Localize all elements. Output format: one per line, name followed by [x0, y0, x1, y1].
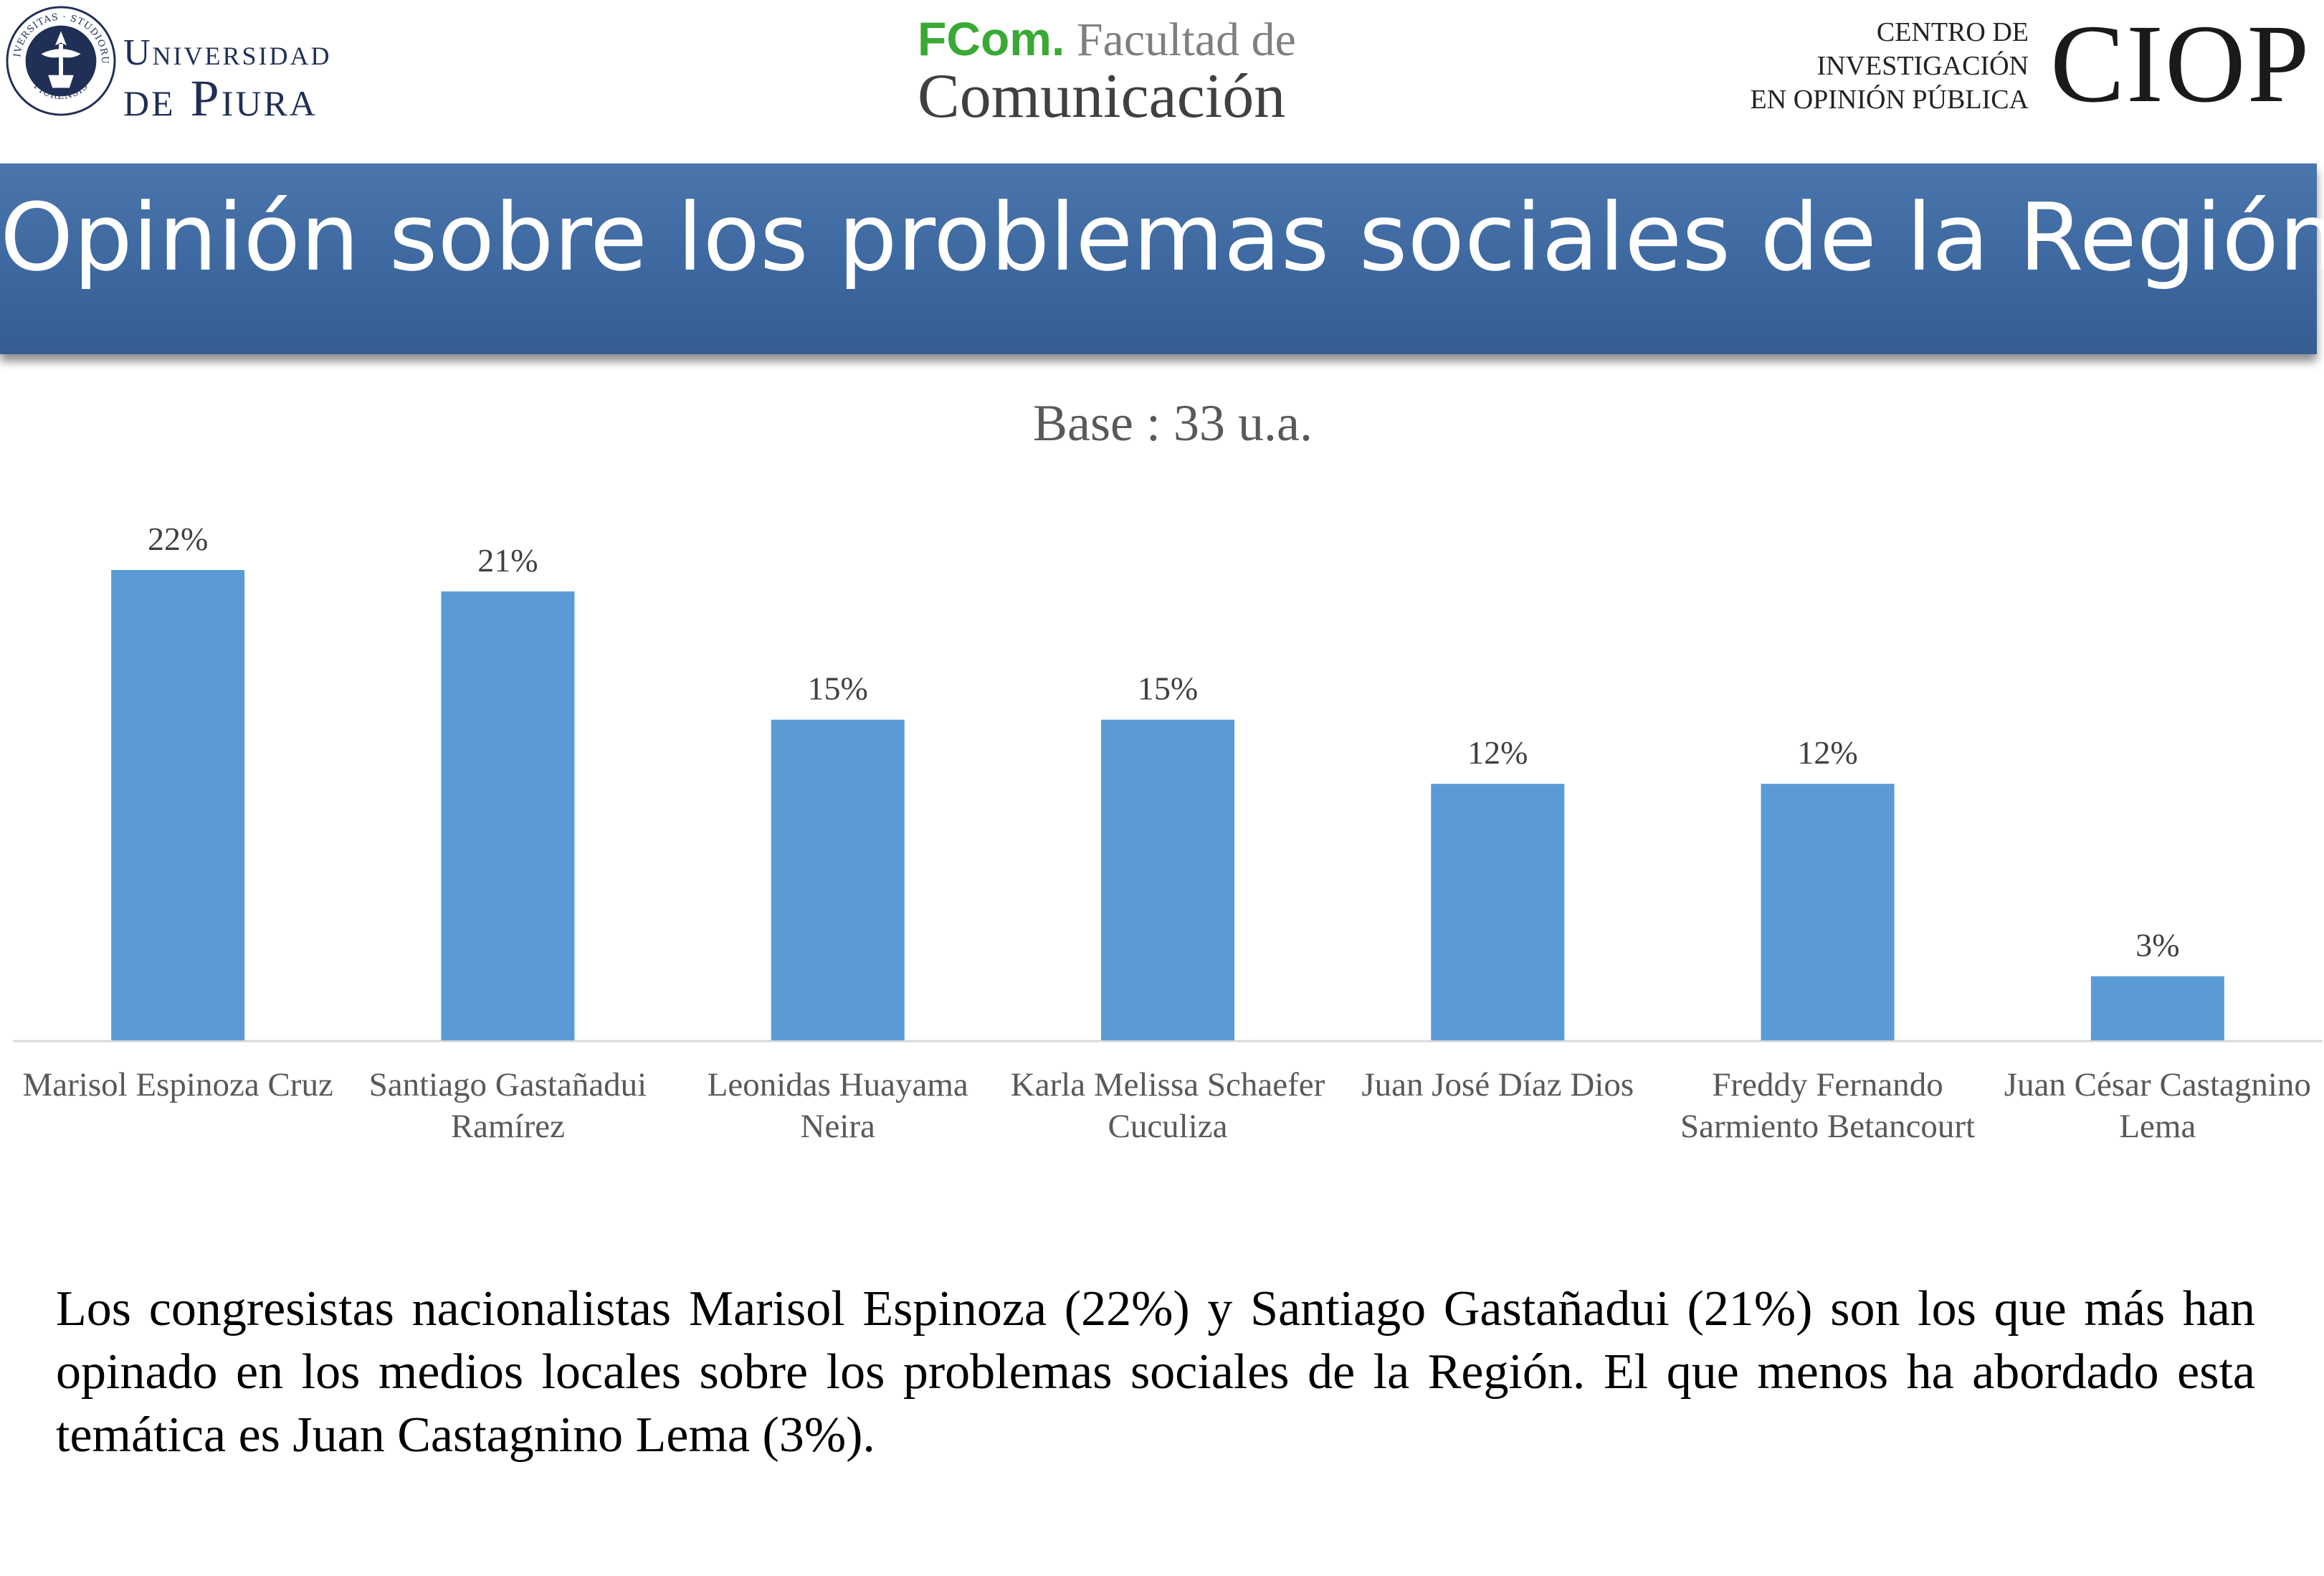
bar-7 [2090, 976, 2224, 1040]
tick-label-5-1: Juan José Díaz Dios [1361, 1066, 1634, 1103]
fcom-logo: FCom. Facultad de Comunicación [918, 13, 1296, 128]
bar-2 [441, 591, 575, 1040]
ciop-line3: EN OPINIÓN PÚBLICA [1750, 85, 2029, 115]
tick-label-1-1: Marisol Espinoza Cruz [22, 1066, 333, 1103]
university-seal-logo: UNIVERSITAS · STUDIORUM PIURENSIS [4, 4, 116, 116]
bar-4 [1101, 719, 1234, 1040]
bar-chart: Base : 33 u.a. 22% Marisol Espinoza Cruz 21… [13, 394, 2323, 1145]
bar-5 [1431, 784, 1565, 1040]
tick-label-6-2: Sarmiento Betancourt [1680, 1108, 1975, 1145]
fcom-brand: FCom. [918, 12, 1065, 65]
data-label-1: 22% [148, 521, 208, 557]
fcom-faculty: Facultad de [1076, 14, 1296, 66]
tick-label-7-2: Lema [2119, 1108, 2196, 1145]
data-label-5: 12% [1467, 734, 1528, 771]
data-label-3: 15% [808, 670, 868, 707]
tick-label-3-2: Neira [801, 1108, 876, 1145]
tick-label-4-2: Cuculiza [1108, 1108, 1227, 1145]
ciop-line1: CENTRO DE [1876, 17, 2029, 47]
tick-label-2-2: Ramírez [451, 1108, 565, 1145]
data-label-7: 3% [2135, 927, 2179, 964]
fcom-comunicacion: Comunicación [918, 62, 1286, 131]
ciop-name: CENTRO DE INVESTIGACIÓN EN OPINIÓN PÚBLI… [1692, 16, 2029, 117]
university-line1: Universidad [123, 32, 332, 73]
bar-1 [111, 570, 245, 1040]
header: UNIVERSITAS · STUDIORUM PIURENSIS Univer… [0, 0, 2324, 158]
data-label-6: 12% [1797, 734, 1857, 771]
tick-label-7-1: Juan César Castagnino [2004, 1066, 2311, 1103]
tick-label-4-1: Karla Melissa Schaefer [1011, 1066, 1325, 1103]
tick-label-2-1: Santiago Gastañadui [369, 1066, 647, 1103]
ciop-line2: INVESTIGACIÓN [1816, 51, 2029, 81]
tick-label-3-1: Leonidas Huayama [708, 1066, 968, 1103]
university-line2: de Piura [123, 70, 318, 127]
ciop-logo: CIOP [2050, 1, 2311, 125]
data-label-2: 21% [477, 542, 538, 579]
tick-label-6-1: Freddy Fernando [1712, 1066, 1943, 1103]
bar-6 [1761, 784, 1895, 1040]
title-banner: Opinión sobre los problemas sociales de … [0, 163, 2324, 354]
chart-title: Base : 33 u.a. [1033, 394, 1313, 452]
summary-text: Los congresistas nacionalistas Marisol E… [56, 1281, 2255, 1463]
page-title: Opinión sobre los problemas sociales de … [0, 183, 2324, 292]
university-name: Universidad de Piura [123, 32, 332, 127]
bar-3 [771, 719, 905, 1040]
data-label-4: 15% [1138, 670, 1198, 707]
